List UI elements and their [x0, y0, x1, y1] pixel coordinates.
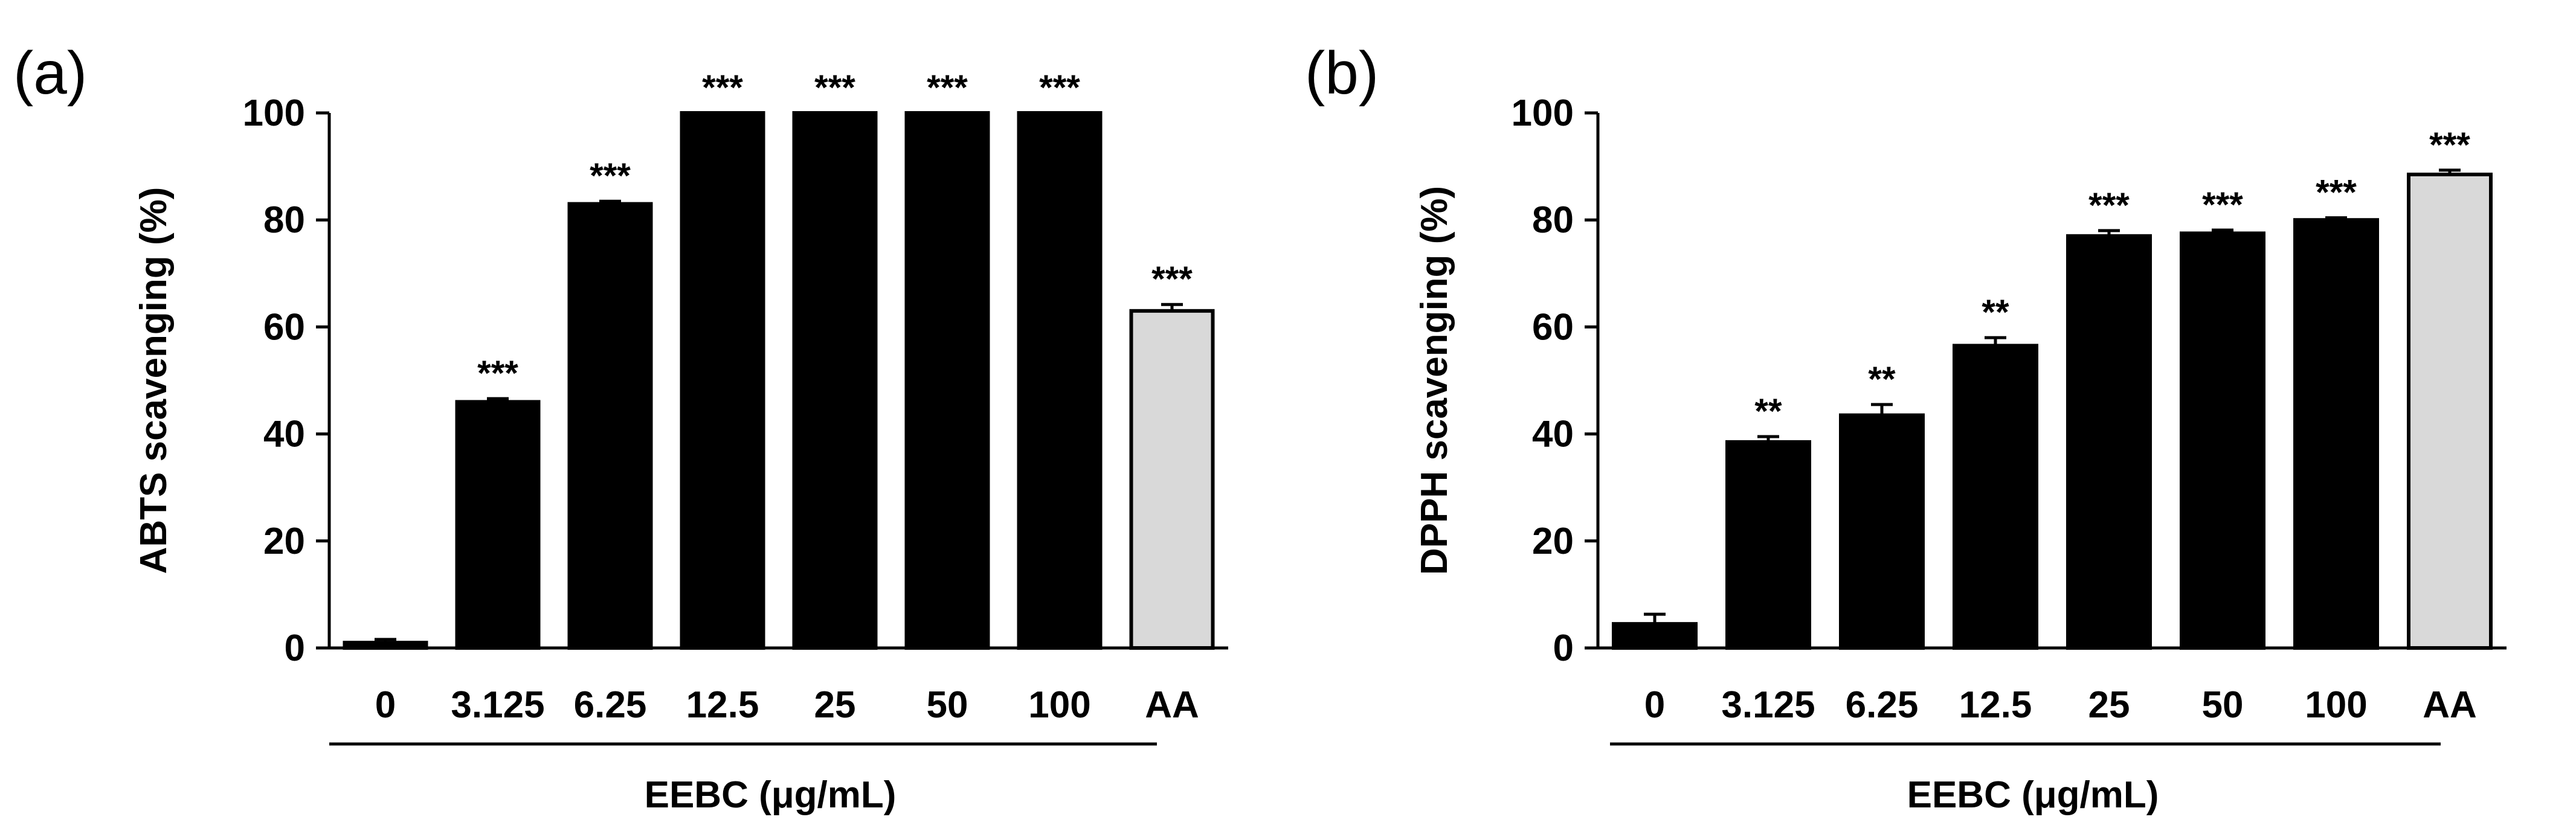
significance-label: **: [1754, 392, 1782, 431]
y-tick-label: 0: [1553, 627, 1574, 669]
significance-label: ***: [927, 68, 968, 107]
bar: [1839, 413, 1925, 650]
y-tick-label: 60: [263, 306, 305, 348]
x-tick-label: 100: [2305, 684, 2367, 726]
y-tick-label: 20: [263, 521, 305, 562]
y-tick-label: 80: [1532, 199, 1574, 241]
x-tick-label: 50: [2202, 684, 2244, 726]
bar: [1953, 344, 2038, 650]
bar: [343, 641, 428, 650]
bar: [2180, 231, 2265, 650]
bar: [1129, 309, 1215, 650]
bar: [1612, 622, 1698, 650]
significance-label: ***: [2088, 186, 2130, 225]
x-tick-label: 12.5: [1959, 684, 2032, 726]
x-tick-label: 25: [2088, 684, 2130, 726]
x-tick-label: 0: [375, 684, 396, 726]
bar: [2407, 172, 2493, 650]
bar: [792, 111, 878, 650]
panel-label: (a): [13, 39, 87, 107]
significance-label: **: [1982, 293, 2009, 332]
chart-panel-b: (b) DPPH scavenging (%) 0 20 40 60 80 100 0 ** 3.1…: [1305, 39, 2507, 816]
bar: [567, 202, 653, 650]
chart-panel-a: (a) ABTS scavenging (%) 0 20 40 60 80 100 0 *** 3.…: [13, 39, 1228, 816]
panel-label: (b): [1305, 39, 1379, 107]
bar: [904, 111, 990, 650]
y-axis-title: DPPH scavenging (%): [1414, 186, 1455, 575]
significance-label: ***: [1039, 68, 1080, 107]
x-tick-label: 100: [1028, 684, 1090, 726]
y-tick-label: 100: [243, 92, 305, 134]
significance-label: ***: [1151, 260, 1193, 299]
bar: [1017, 111, 1103, 650]
x-tick-label: 3.125: [451, 684, 544, 726]
x-tick-label: 3.125: [1721, 684, 1815, 726]
bar: [680, 111, 765, 650]
x-axis-title: EEBC (μg/mL): [645, 774, 897, 816]
bar: [455, 400, 541, 650]
y-tick-label: 100: [1512, 92, 1574, 134]
significance-label: ***: [702, 68, 743, 107]
significance-label: ***: [814, 68, 855, 107]
x-tick-label: AA: [2423, 684, 2477, 726]
x-tick-label: 6.25: [574, 684, 647, 726]
y-tick-label: 80: [263, 199, 305, 241]
bar: [2293, 218, 2379, 650]
y-tick-label: 60: [1532, 306, 1574, 348]
y-axis-title: ABTS scavenging (%): [133, 187, 175, 574]
significance-label: **: [1868, 360, 1896, 399]
significance-label: ***: [2429, 126, 2470, 165]
significance-label: ***: [2316, 173, 2357, 213]
x-tick-label: 6.25: [1846, 684, 1919, 726]
significance-label: ***: [2202, 185, 2243, 225]
x-tick-label: 50: [927, 684, 968, 726]
x-tick-label: 25: [814, 684, 856, 726]
y-tick-label: 0: [285, 627, 305, 669]
x-tick-label: AA: [1145, 684, 1199, 726]
bar: [2066, 234, 2152, 650]
bar: [1725, 440, 1811, 650]
significance-label: ***: [477, 354, 518, 393]
y-tick-label: 40: [263, 414, 305, 455]
x-tick-label: 12.5: [686, 684, 759, 726]
y-tick-label: 20: [1532, 521, 1574, 562]
y-tick-label: 40: [1532, 414, 1574, 455]
x-axis-title: EEBC (μg/mL): [1907, 774, 2159, 816]
x-tick-label: 0: [1644, 684, 1665, 726]
significance-label: ***: [590, 156, 631, 196]
